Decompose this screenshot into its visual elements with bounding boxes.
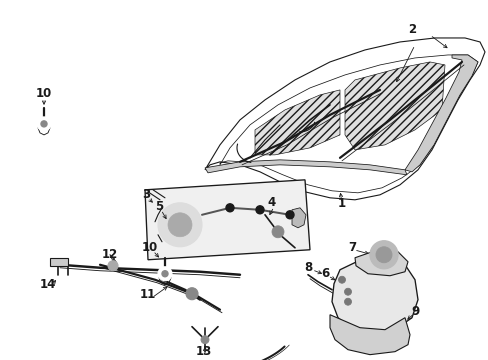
Circle shape	[369, 241, 397, 269]
Polygon shape	[329, 315, 409, 355]
Circle shape	[158, 203, 202, 247]
Circle shape	[201, 336, 208, 344]
Circle shape	[285, 211, 293, 219]
Circle shape	[185, 288, 198, 300]
Polygon shape	[354, 250, 407, 276]
Circle shape	[41, 121, 47, 127]
Text: 12: 12	[102, 248, 118, 261]
Polygon shape	[331, 258, 417, 335]
Circle shape	[271, 226, 284, 238]
Polygon shape	[404, 55, 477, 172]
Text: 14: 14	[40, 278, 56, 291]
Circle shape	[256, 206, 264, 214]
Polygon shape	[291, 208, 305, 228]
Text: 10: 10	[36, 87, 52, 100]
Text: 4: 4	[267, 196, 276, 209]
Text: 10: 10	[142, 241, 158, 254]
Text: 2: 2	[407, 23, 415, 36]
Text: 7: 7	[347, 241, 355, 254]
Text: 6: 6	[320, 267, 328, 280]
Text: 3: 3	[142, 188, 150, 201]
Polygon shape	[145, 180, 309, 260]
Bar	[50, 258, 68, 266]
Circle shape	[375, 247, 391, 263]
Circle shape	[344, 298, 351, 305]
Text: 13: 13	[196, 345, 212, 358]
Text: 9: 9	[410, 305, 418, 318]
Circle shape	[158, 267, 172, 281]
Text: 1: 1	[337, 197, 346, 210]
Circle shape	[168, 213, 192, 237]
Circle shape	[108, 261, 118, 271]
Polygon shape	[254, 90, 339, 155]
Circle shape	[225, 204, 234, 212]
Text: 11: 11	[140, 288, 156, 301]
Text: 5: 5	[155, 200, 163, 213]
Circle shape	[162, 271, 168, 277]
Polygon shape	[345, 62, 444, 150]
Polygon shape	[204, 160, 406, 175]
Circle shape	[338, 276, 345, 283]
Circle shape	[344, 288, 351, 295]
Circle shape	[37, 117, 51, 131]
Text: 8: 8	[303, 261, 311, 274]
